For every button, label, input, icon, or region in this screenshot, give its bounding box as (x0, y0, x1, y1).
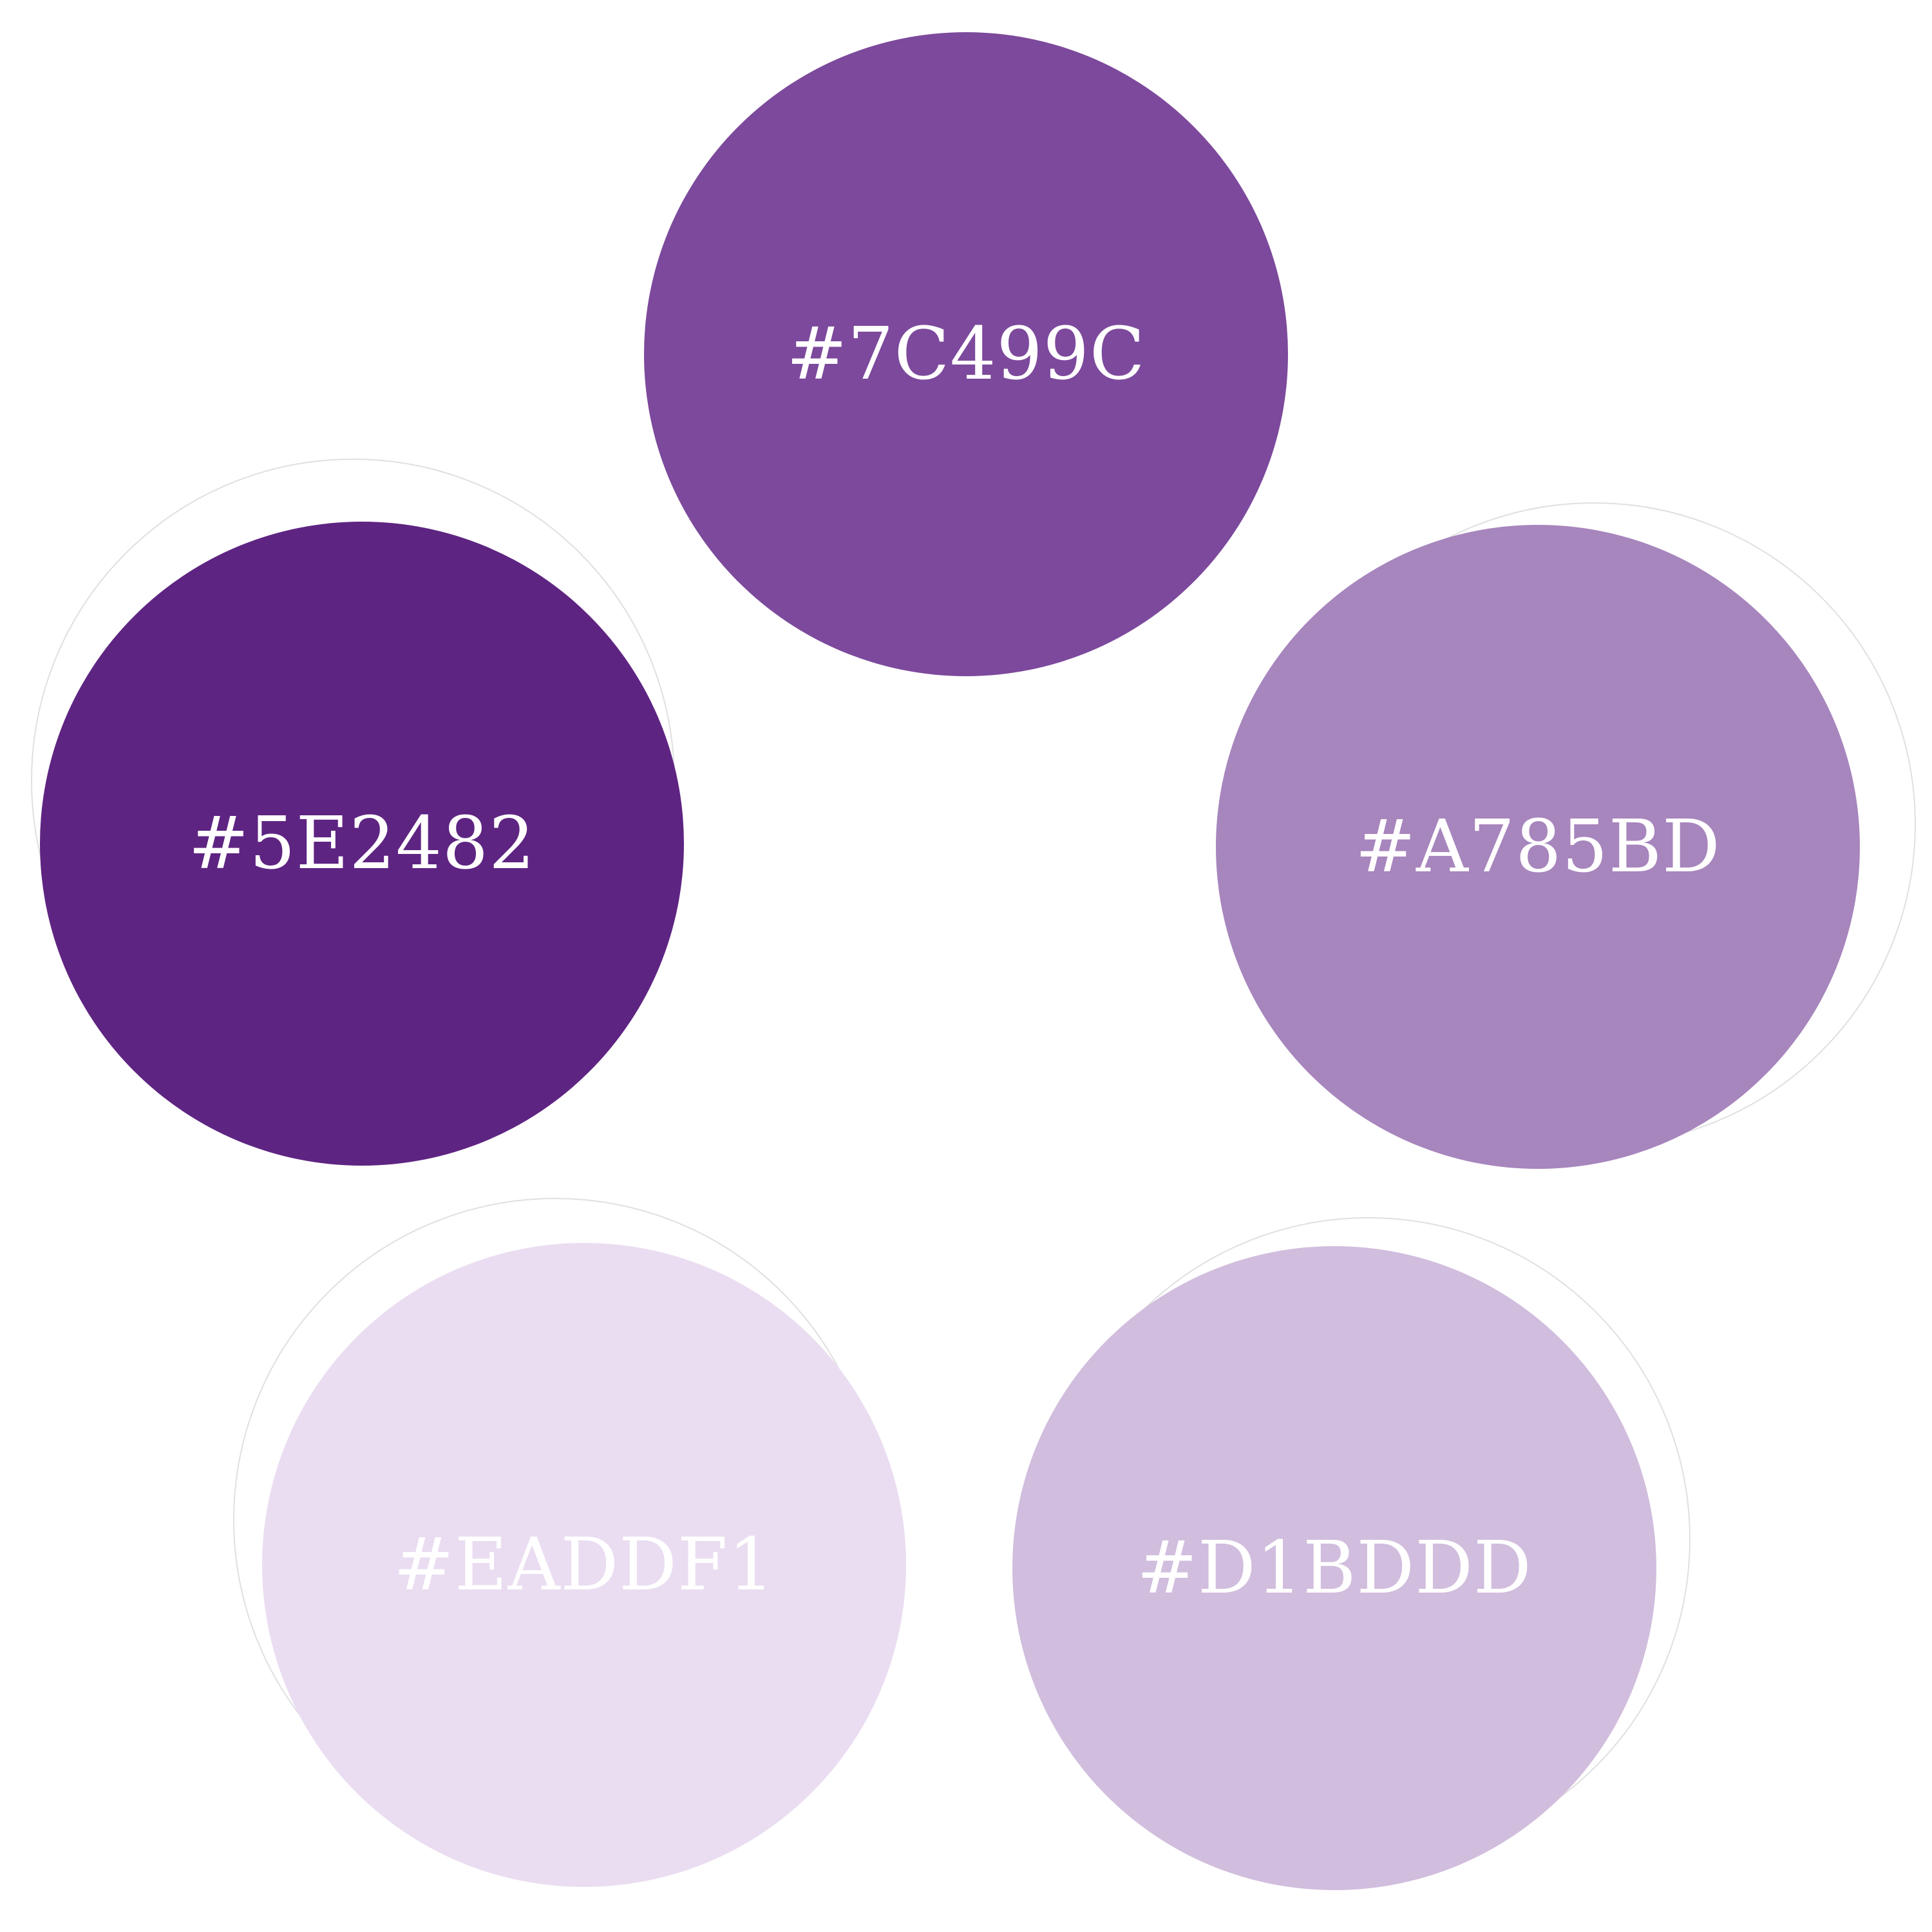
swatch-hex-label: #A785BD (1355, 805, 1721, 889)
swatch-circle-7c499c: #7C499C (644, 32, 1288, 676)
swatch-circle-eaddf1: #EADDF1 (262, 1243, 906, 1887)
swatch-hex-label: #EADDF1 (393, 1523, 775, 1607)
swatch-hex-label: #D1BDDD (1137, 1526, 1532, 1610)
swatch-hex-label: #5E2482 (188, 802, 536, 886)
swatch-circle-d1bddd: #D1BDDD (1012, 1246, 1656, 1890)
swatch-hex-label: #7C499C (786, 312, 1146, 396)
swatch-circle-5e2482: #5E2482 (40, 522, 684, 1166)
swatch-circle-a785bd: #A785BD (1216, 525, 1860, 1169)
